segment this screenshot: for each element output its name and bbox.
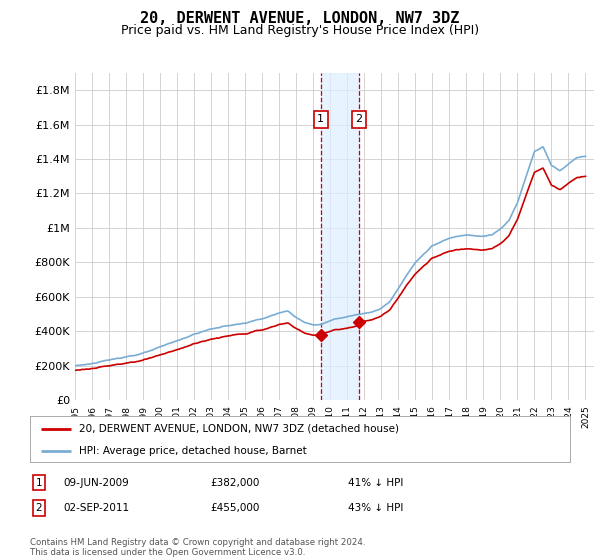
Text: 2: 2 <box>355 114 362 124</box>
Text: HPI: Average price, detached house, Barnet: HPI: Average price, detached house, Barn… <box>79 446 307 455</box>
Text: Price paid vs. HM Land Registry's House Price Index (HPI): Price paid vs. HM Land Registry's House … <box>121 24 479 36</box>
Bar <box>321 73 359 400</box>
Text: 1: 1 <box>35 478 43 488</box>
Text: 2: 2 <box>35 503 43 513</box>
Text: 02-SEP-2011: 02-SEP-2011 <box>63 503 129 513</box>
Text: 1: 1 <box>317 114 324 124</box>
Text: £455,000: £455,000 <box>210 503 259 513</box>
Text: 09-JUN-2009: 09-JUN-2009 <box>63 478 129 488</box>
Text: Contains HM Land Registry data © Crown copyright and database right 2024.
This d: Contains HM Land Registry data © Crown c… <box>30 538 365 557</box>
Text: 41% ↓ HPI: 41% ↓ HPI <box>348 478 403 488</box>
Text: £382,000: £382,000 <box>210 478 259 488</box>
Text: 20, DERWENT AVENUE, LONDON, NW7 3DZ (detached house): 20, DERWENT AVENUE, LONDON, NW7 3DZ (det… <box>79 424 398 434</box>
Text: 20, DERWENT AVENUE, LONDON, NW7 3DZ: 20, DERWENT AVENUE, LONDON, NW7 3DZ <box>140 11 460 26</box>
Text: 43% ↓ HPI: 43% ↓ HPI <box>348 503 403 513</box>
